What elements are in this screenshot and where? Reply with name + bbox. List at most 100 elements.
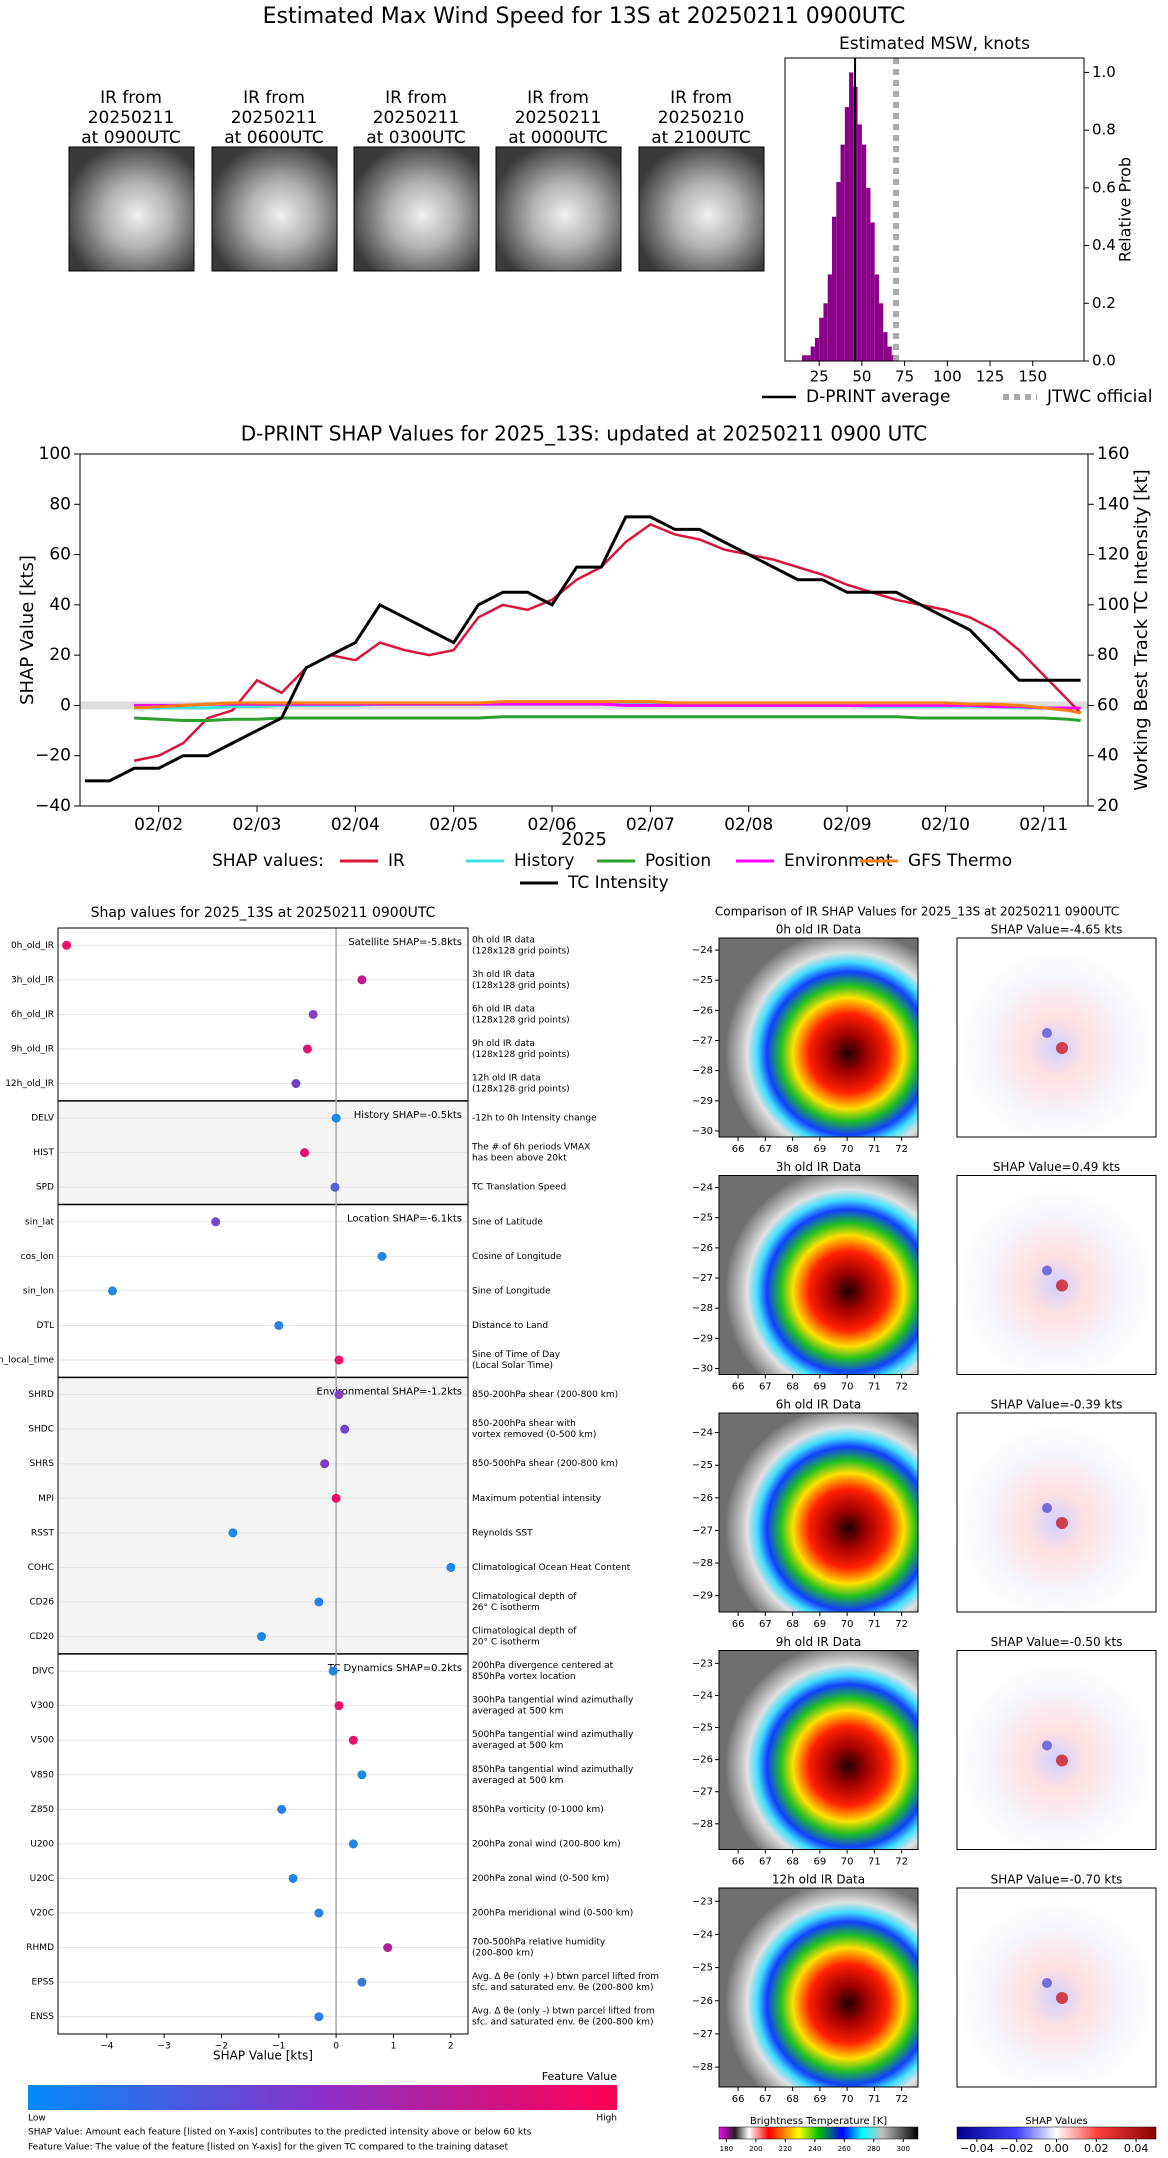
feature-description: 850-200hPa shear (200-800 km) (472, 1390, 618, 1400)
y-tick-label: 0.8 (1092, 121, 1116, 139)
legend-label: IR (388, 851, 405, 871)
x-tick-label: 67 (759, 2094, 772, 2105)
shap-dot (314, 2012, 324, 2022)
shap-image (956, 1412, 1157, 1613)
y-tick-label: −26 (692, 1755, 713, 1766)
shap-dot (302, 1044, 312, 1054)
y-tick-label: −26 (692, 1005, 713, 1016)
axes-frame (57, 927, 469, 2035)
x-tick-label: 72 (895, 1857, 908, 1868)
colorbar-tick-label: 220 (779, 2145, 792, 2153)
y-tick-label: −28 (692, 2062, 713, 2073)
shap-dot (446, 1562, 456, 1572)
shap-panel-title: SHAP Value=-0.50 kts (991, 1635, 1123, 1649)
feature-description: 700-500hPa relative humidity (472, 1938, 606, 1948)
feature-description: Cosine of Longitude (472, 1252, 562, 1262)
ir-panel-title: 12h old IR Data (772, 1873, 865, 1887)
feature-name: RHMD (26, 1943, 54, 1953)
legend-label: Environment (784, 851, 893, 871)
thumbnail-label: at 0000UTC (508, 128, 607, 148)
bar (836, 182, 841, 361)
chart-title: Shap values for 2025_13S at 20250211 090… (91, 905, 436, 921)
y-axis-label: SHAP Value [kts] (17, 555, 38, 705)
shap-hotspot (1056, 1992, 1068, 2004)
shap-dot (257, 1632, 267, 1642)
x-tick-label: 66 (732, 2094, 745, 2105)
shap-hotspot (1056, 1279, 1068, 1292)
shap-dot (320, 1459, 330, 1469)
feature-name: DTL (37, 1321, 54, 1331)
feature-name: Z850 (31, 1805, 55, 1815)
feature-description: 500hPa tangential wind azimuthally (472, 1730, 634, 1740)
group-label: TC Dynamics SHAP=0.2kts (327, 1663, 462, 1674)
y-tick-label: 0.6 (1092, 178, 1116, 196)
colorbar-tick-label: 260 (838, 2145, 851, 2153)
shap-dot (308, 1009, 318, 1019)
y-tick-label: −29 (692, 1333, 713, 1344)
bar (802, 355, 807, 361)
colorbar (718, 2126, 919, 2140)
x-tick-label: 67 (759, 1857, 772, 1868)
y2-tick-label: 20 (1097, 796, 1119, 816)
colorbar-label: Feature Value (542, 2070, 618, 2083)
ir-thumbnail (211, 146, 338, 272)
y-tick-label: −29 (692, 1591, 713, 1602)
shap-hotspot (1042, 1028, 1052, 1038)
y-tick-label: 60 (49, 545, 71, 565)
figure-title: Estimated Max Wind Speed for 13S at 2025… (263, 4, 906, 29)
x-tick-label: 02/09 (823, 815, 872, 835)
x-tick-label: 71 (868, 1857, 881, 1868)
feature-description: Sine of Longitude (472, 1286, 551, 1296)
feature-name: DIVC (32, 1667, 54, 1677)
bar (883, 332, 888, 361)
feature-description: 850-500hPa shear (200-800 km) (472, 1459, 618, 1469)
colorbar-title: SHAP Values (1025, 2116, 1088, 2127)
shap-dot (277, 1804, 287, 1814)
ir-thumbnail (68, 146, 195, 272)
x-tick-label: 68 (786, 1144, 799, 1155)
feature-description: (128x128 grid points) (472, 1085, 570, 1095)
y-tick-label: 0.2 (1092, 294, 1116, 312)
shap-dot (330, 1182, 340, 1192)
x-tick-label: 02/04 (331, 815, 380, 835)
shap-dot (357, 975, 367, 985)
feature-description: averaged at 500 km (472, 1707, 563, 1717)
ir-image (718, 1175, 919, 1375)
feature-description: 0h old IR data (472, 935, 535, 945)
colorbar-tick-label: 0.00 (1044, 2142, 1069, 2155)
bar (827, 274, 832, 361)
y-tick-label: 1.0 (1092, 63, 1116, 81)
feature-description: 200hPa divergence centered at (472, 1661, 614, 1671)
feature-name: V500 (31, 1736, 55, 1746)
legend-label: GFS Thermo (908, 851, 1012, 871)
legend-label: History (514, 851, 574, 871)
y2-tick-label: 40 (1097, 746, 1119, 766)
feature-description: Climatological depth of (472, 1592, 577, 1602)
footnote: SHAP Value: Amount each feature [listed … (28, 2128, 532, 2138)
bar (874, 274, 879, 361)
x-tick-label: 0 (333, 2042, 339, 2052)
x-tick-label: 72 (895, 1382, 908, 1393)
y-tick-label: 0 (60, 695, 71, 715)
shap-image (956, 1887, 1157, 2088)
x-tick-label: −2 (215, 2042, 228, 2052)
x-tick-label: 72 (895, 1144, 908, 1155)
y-tick-label: −24 (692, 1929, 713, 1940)
feature-name: U200 (30, 1839, 54, 1849)
y-tick-label: −26 (692, 1493, 713, 1504)
y-axis-label: Relative Prob (1116, 157, 1135, 262)
y2-tick-label: 140 (1097, 494, 1129, 514)
group-background (58, 1377, 468, 1654)
shap-dot (334, 1701, 344, 1711)
x-tick-label: 68 (786, 1619, 799, 1630)
thumbnail-label: 20250211 (88, 108, 175, 128)
feature-name: HIST (33, 1148, 54, 1158)
y-tick-label: −24 (692, 1183, 713, 1194)
x-tick-label: 02/06 (528, 815, 577, 835)
feature-name: V20C (30, 1909, 54, 1919)
ir-thumbnail (638, 146, 765, 272)
bar (823, 303, 828, 361)
y-tick-label: −25 (692, 975, 713, 986)
shap-dot (274, 1320, 284, 1330)
